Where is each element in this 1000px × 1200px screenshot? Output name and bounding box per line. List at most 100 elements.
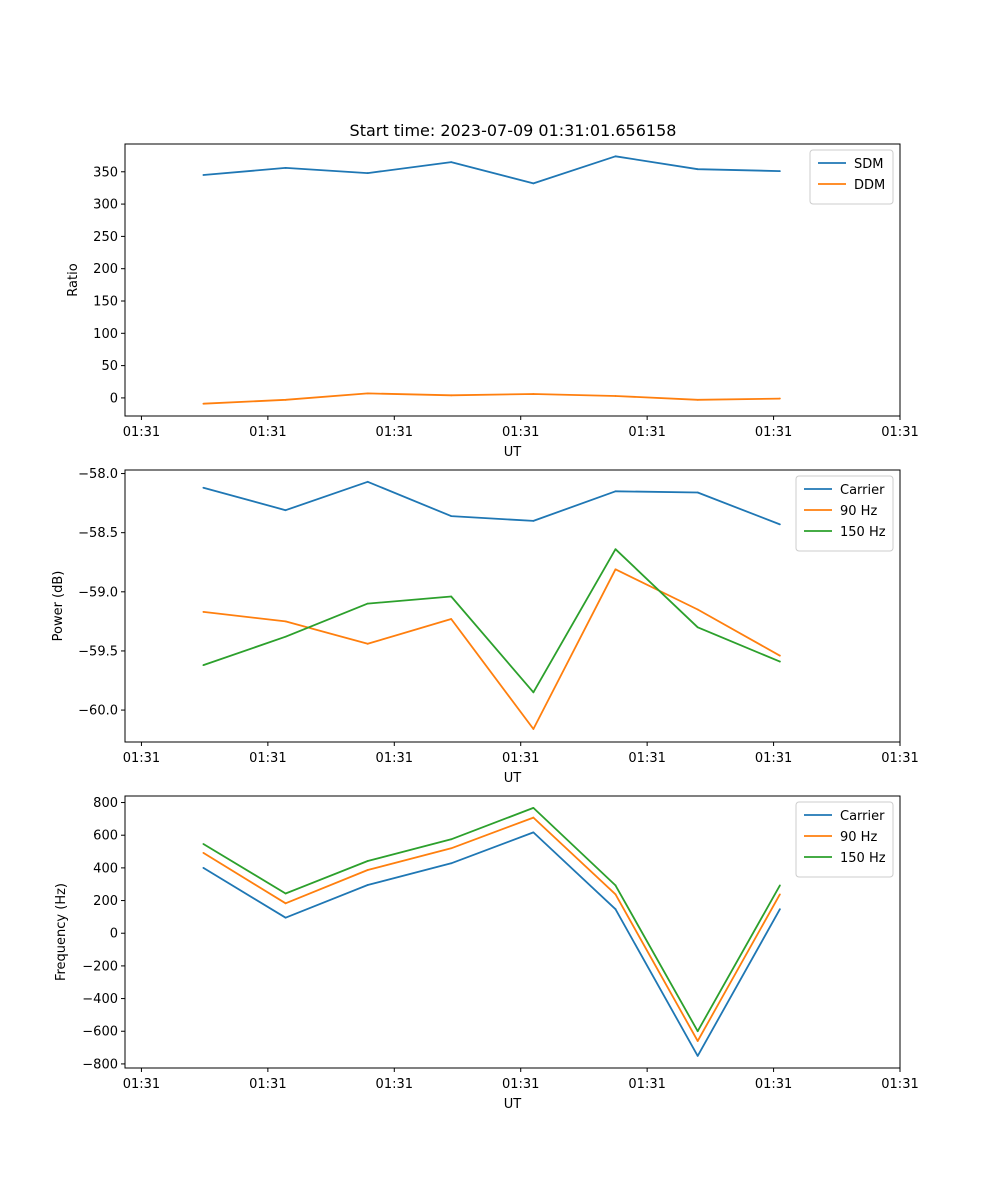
x-tick-label: 01:31 — [376, 1077, 413, 1092]
data-point-150-hz — [778, 884, 781, 887]
x-tick-label: 01:31 — [123, 425, 160, 440]
y-tick-label: −59.0 — [78, 585, 118, 600]
legend-box — [795, 475, 894, 552]
legend: Carrier 90 Hz 150 Hz — [795, 475, 894, 552]
data-point-ddm — [366, 392, 369, 395]
data-point-90-hz — [778, 654, 781, 657]
data-point-90-hz — [778, 893, 781, 896]
x-axis-label: UT — [504, 1097, 522, 1112]
x-tick-label: 01:31 — [755, 425, 792, 440]
data-point-carrier — [532, 519, 535, 522]
figure-title: Start time: 2023-07-09 01:31:01.656158 — [350, 121, 677, 140]
x-tick-label: 01:31 — [881, 1077, 918, 1092]
x-tick-label: 01:31 — [502, 751, 539, 766]
x-axis-label: UT — [504, 771, 522, 786]
data-point-sdm — [450, 161, 453, 163]
data-point-carrier — [696, 1055, 699, 1057]
legend-label-90-hz: 90 Hz — [840, 830, 877, 845]
y-tick-label: 0 — [110, 927, 118, 942]
data-point-150-hz — [532, 807, 535, 809]
data-point-ddm — [450, 394, 453, 397]
y-tick-label: 350 — [93, 165, 118, 180]
y-tick-label: 300 — [93, 198, 118, 213]
subplots: 01:3101:3101:3101:3101:3101:3101:3101:32… — [51, 143, 919, 1112]
y-tick-label: 50 — [101, 359, 118, 374]
data-point-150-hz — [284, 892, 287, 895]
data-point-90-hz — [696, 608, 699, 611]
axes-frame — [124, 795, 901, 1069]
y-tick-label: 250 — [93, 230, 118, 245]
x-tick-label: 01:31 — [249, 425, 286, 440]
y-tick-label: −400 — [82, 992, 118, 1007]
x-tick-label: 01:31 — [123, 751, 160, 766]
data-point-150-hz — [614, 548, 617, 551]
data-point-150-hz — [614, 884, 617, 887]
x-tick-label: 01:31 — [502, 425, 539, 440]
data-point-carrier — [366, 884, 369, 886]
legend: SDM DDM — [809, 149, 894, 205]
x-tick-label: 01:31 — [249, 751, 286, 766]
data-point-90-hz — [366, 869, 369, 871]
data-point-carrier — [284, 509, 287, 512]
y-tick-label: 200 — [93, 262, 118, 277]
y-axis-label: Power (dB) — [51, 571, 66, 642]
x-tick-label: 01:31 — [249, 1077, 286, 1092]
y-axis-label: Frequency (Hz) — [54, 883, 69, 981]
data-point-90-hz — [532, 728, 535, 730]
data-point-150-hz — [450, 838, 453, 841]
x-tick-label: 01:31 — [628, 751, 665, 766]
data-point-150-hz — [202, 664, 205, 667]
subplot-2: 01:3101:3101:3101:3101:3101:3101:3101:32… — [51, 467, 919, 786]
data-point-sdm — [202, 174, 205, 176]
y-tick-label: 100 — [93, 327, 118, 342]
x-tick-label: 01:31 — [755, 751, 792, 766]
x-tick-label: 01:31 — [376, 425, 413, 440]
subplot-3: 01:3101:3101:3101:3101:3101:3101:3101:32… — [54, 795, 919, 1112]
data-point-90-hz — [450, 618, 453, 620]
data-point-carrier — [450, 515, 453, 518]
data-point-carrier — [532, 831, 535, 834]
series-line-90-hz — [202, 816, 781, 1042]
data-point-150-hz — [532, 691, 535, 694]
legend-label-150-hz: 150 Hz — [840, 525, 886, 540]
series-line-carrier — [203, 480, 781, 526]
y-tick-label: 200 — [93, 894, 118, 909]
x-tick-label: 01:31 — [628, 425, 665, 440]
legend-label-carrier: Carrier — [840, 483, 885, 498]
data-point-sdm — [614, 155, 617, 158]
data-point-90-hz — [696, 1040, 699, 1042]
data-point-ddm — [778, 397, 781, 400]
axes-frame — [124, 143, 901, 417]
data-point-ddm — [614, 395, 617, 397]
data-point-150-hz — [696, 626, 699, 629]
data-point-90-hz — [284, 902, 287, 905]
data-point-ddm — [532, 393, 535, 395]
y-axis-label: Ratio — [66, 263, 81, 296]
legend-box — [795, 801, 894, 878]
y-tick-label: −58.5 — [78, 526, 118, 541]
data-point-carrier — [450, 862, 453, 865]
series-line-carrier — [202, 831, 781, 1057]
y-tick-label: 0 — [110, 391, 118, 406]
data-point-90-hz — [614, 893, 617, 896]
data-point-ddm — [696, 398, 699, 401]
data-point-sdm — [284, 167, 287, 169]
x-tick-label: 01:31 — [123, 1077, 160, 1092]
data-point-90-hz — [202, 611, 205, 613]
y-tick-label: 150 — [93, 294, 118, 309]
series-line-90-hz — [203, 568, 781, 730]
data-point-90-hz — [284, 620, 287, 623]
y-tick-label: −200 — [82, 959, 118, 974]
series-line-sdm — [203, 155, 780, 185]
y-tick-label: −58.0 — [78, 467, 118, 482]
x-tick-label: 01:31 — [755, 1077, 792, 1092]
data-point-150-hz — [366, 602, 369, 605]
series-line-150-hz — [203, 548, 781, 694]
y-tick-label: −600 — [82, 1025, 118, 1040]
x-tick-label: 01:31 — [502, 1077, 539, 1092]
data-point-carrier — [614, 490, 617, 493]
data-point-sdm — [366, 172, 369, 174]
data-point-sdm — [778, 170, 781, 173]
x-tick-label: 01:31 — [881, 425, 918, 440]
